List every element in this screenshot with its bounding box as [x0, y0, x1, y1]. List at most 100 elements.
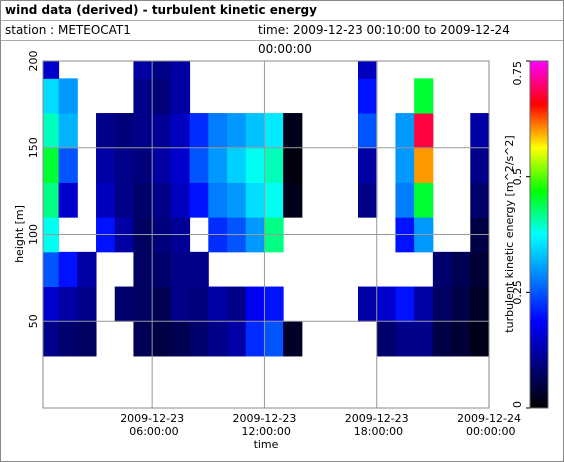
cell	[58, 78, 78, 114]
cell	[96, 113, 116, 149]
cell	[58, 286, 78, 322]
cell	[245, 113, 265, 149]
cell	[43, 321, 60, 357]
cell	[189, 147, 209, 183]
cell	[43, 78, 60, 114]
cell	[358, 182, 378, 218]
cell	[114, 286, 134, 322]
cell	[283, 147, 303, 183]
cell	[170, 286, 191, 322]
y-tick-label: 100	[27, 224, 40, 245]
cell	[245, 147, 265, 183]
cell	[58, 251, 78, 288]
cell	[451, 321, 471, 357]
cell	[227, 113, 247, 149]
title: wind data (derived) - turbulent kinetic …	[5, 3, 317, 17]
cell	[395, 113, 415, 149]
cell	[133, 78, 153, 114]
cell	[395, 321, 415, 357]
cell	[264, 147, 284, 183]
cell	[470, 182, 489, 218]
cell	[208, 113, 228, 149]
cell	[170, 251, 191, 288]
cell	[395, 286, 415, 322]
cell	[114, 147, 134, 183]
colorbar-tick-label: 0.25	[511, 280, 524, 305]
cell	[96, 147, 116, 183]
cell	[208, 182, 228, 218]
cell	[189, 182, 209, 218]
cell	[470, 321, 489, 357]
cell	[114, 113, 134, 149]
cell	[152, 321, 172, 357]
cell	[152, 182, 172, 218]
station: station : METEOCAT1	[5, 23, 131, 37]
cell	[152, 113, 172, 149]
cell	[152, 147, 172, 183]
cell	[77, 251, 97, 288]
cell	[376, 286, 396, 322]
cell	[152, 61, 172, 79]
cell	[470, 113, 489, 149]
cell	[376, 321, 396, 357]
cell	[58, 321, 78, 357]
y-tick-label: 150	[27, 137, 40, 158]
cell	[208, 147, 228, 183]
cell	[358, 147, 378, 183]
cell	[43, 251, 60, 288]
x-tick-label: 2009-12-23 18:00:00	[345, 412, 409, 438]
cell	[414, 321, 434, 357]
cell	[358, 286, 378, 322]
cell	[395, 147, 415, 183]
cell	[133, 61, 153, 79]
cell	[358, 78, 378, 114]
cell	[170, 61, 191, 79]
cell	[133, 113, 153, 149]
cell	[432, 251, 453, 288]
cell	[133, 321, 153, 357]
chart: time height [m] turbulent kinetic energy…	[13, 51, 549, 451]
cell	[152, 78, 172, 114]
cell	[470, 286, 489, 322]
colorbar-label: turbulent kinetic energy [m^2/s^2]	[503, 135, 516, 332]
cell	[264, 182, 284, 218]
cells	[43, 61, 489, 357]
cell	[264, 286, 284, 322]
cell	[77, 286, 97, 322]
cell	[189, 113, 209, 149]
cell	[227, 321, 247, 357]
cell	[432, 286, 453, 322]
cell	[208, 321, 228, 357]
cell	[358, 113, 378, 149]
y-tick-label: 200	[27, 51, 40, 72]
cell	[245, 182, 265, 218]
cell	[58, 113, 78, 149]
cell	[133, 251, 153, 288]
cell	[227, 147, 247, 183]
cell	[283, 321, 303, 357]
cell	[152, 251, 172, 288]
cell	[170, 78, 191, 114]
x-axis-label: time	[254, 438, 279, 451]
y-axis-label: height [m]	[13, 205, 26, 263]
info-bar: station : METEOCAT1 time: 2009-12-23 00:…	[1, 21, 563, 56]
cell	[414, 182, 434, 218]
cell	[414, 147, 434, 183]
colorbar-tick-label: 0	[511, 401, 524, 408]
cell	[43, 61, 60, 79]
cell	[170, 113, 191, 149]
plot-border	[42, 60, 490, 409]
cell	[189, 251, 209, 288]
title-bar: wind data (derived) - turbulent kinetic …	[1, 1, 563, 21]
cell	[170, 321, 191, 357]
cell	[395, 182, 415, 218]
cell	[245, 286, 265, 322]
cell	[170, 182, 191, 218]
cell	[43, 286, 60, 322]
cell	[414, 78, 434, 114]
cell	[227, 286, 247, 322]
cell	[170, 147, 191, 183]
cell	[43, 182, 60, 218]
cell	[227, 182, 247, 218]
